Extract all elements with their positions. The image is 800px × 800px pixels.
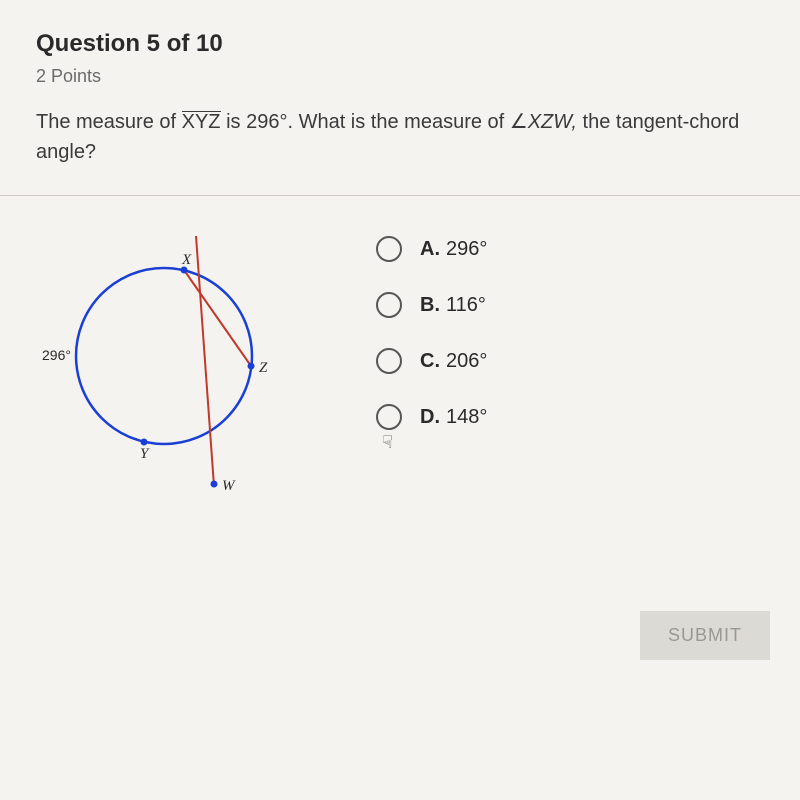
radio-icon[interactable] — [376, 404, 402, 430]
option-value: 148° — [446, 406, 487, 428]
option-value: 206° — [446, 350, 487, 372]
question-number: Question 5 of 10 — [36, 30, 764, 58]
svg-text:Z: Z — [259, 360, 268, 376]
option-letter: A. — [420, 238, 440, 260]
svg-text:W: W — [222, 478, 236, 494]
qtext-mid: is 296°. What is the measure of — [221, 111, 510, 133]
option-value: 296° — [446, 238, 487, 260]
svg-text:296°: 296° — [42, 347, 71, 363]
answer-options: A. 296° B. 116° C. 206° D. 148° ☟ — [376, 226, 487, 460]
option-b[interactable]: B. 116° — [376, 292, 487, 318]
radio-icon[interactable] — [376, 292, 402, 318]
question-text: The measure of XYZ is 296°. What is the … — [36, 107, 764, 167]
option-c[interactable]: C. 206° — [376, 348, 487, 374]
radio-icon[interactable] — [376, 348, 402, 374]
points-label: 2 Points — [36, 66, 764, 87]
submit-button[interactable]: SUBMIT — [640, 611, 770, 660]
arc-notation: XYZ — [182, 111, 221, 132]
option-d[interactable]: D.148° ☟ — [376, 404, 487, 430]
angle-symbol: ∠ — [510, 111, 528, 133]
angle-name: XZW, — [528, 111, 577, 133]
qtext-pre: The measure of — [36, 111, 182, 133]
geometry-diagram: X Z Y W 296° — [36, 226, 296, 506]
radio-icon[interactable] — [376, 236, 402, 262]
diagram-svg: X Z Y W 296° — [36, 226, 296, 506]
option-a[interactable]: A. 296° — [376, 236, 487, 262]
option-letter: B. — [420, 294, 440, 316]
option-letter: D. — [420, 406, 440, 428]
cursor-icon: ☟ — [382, 432, 393, 453]
option-letter: C. — [420, 350, 440, 372]
svg-text:Y: Y — [140, 446, 150, 462]
option-value: 116° — [446, 294, 486, 316]
svg-text:X: X — [181, 252, 192, 268]
divider — [0, 195, 800, 196]
